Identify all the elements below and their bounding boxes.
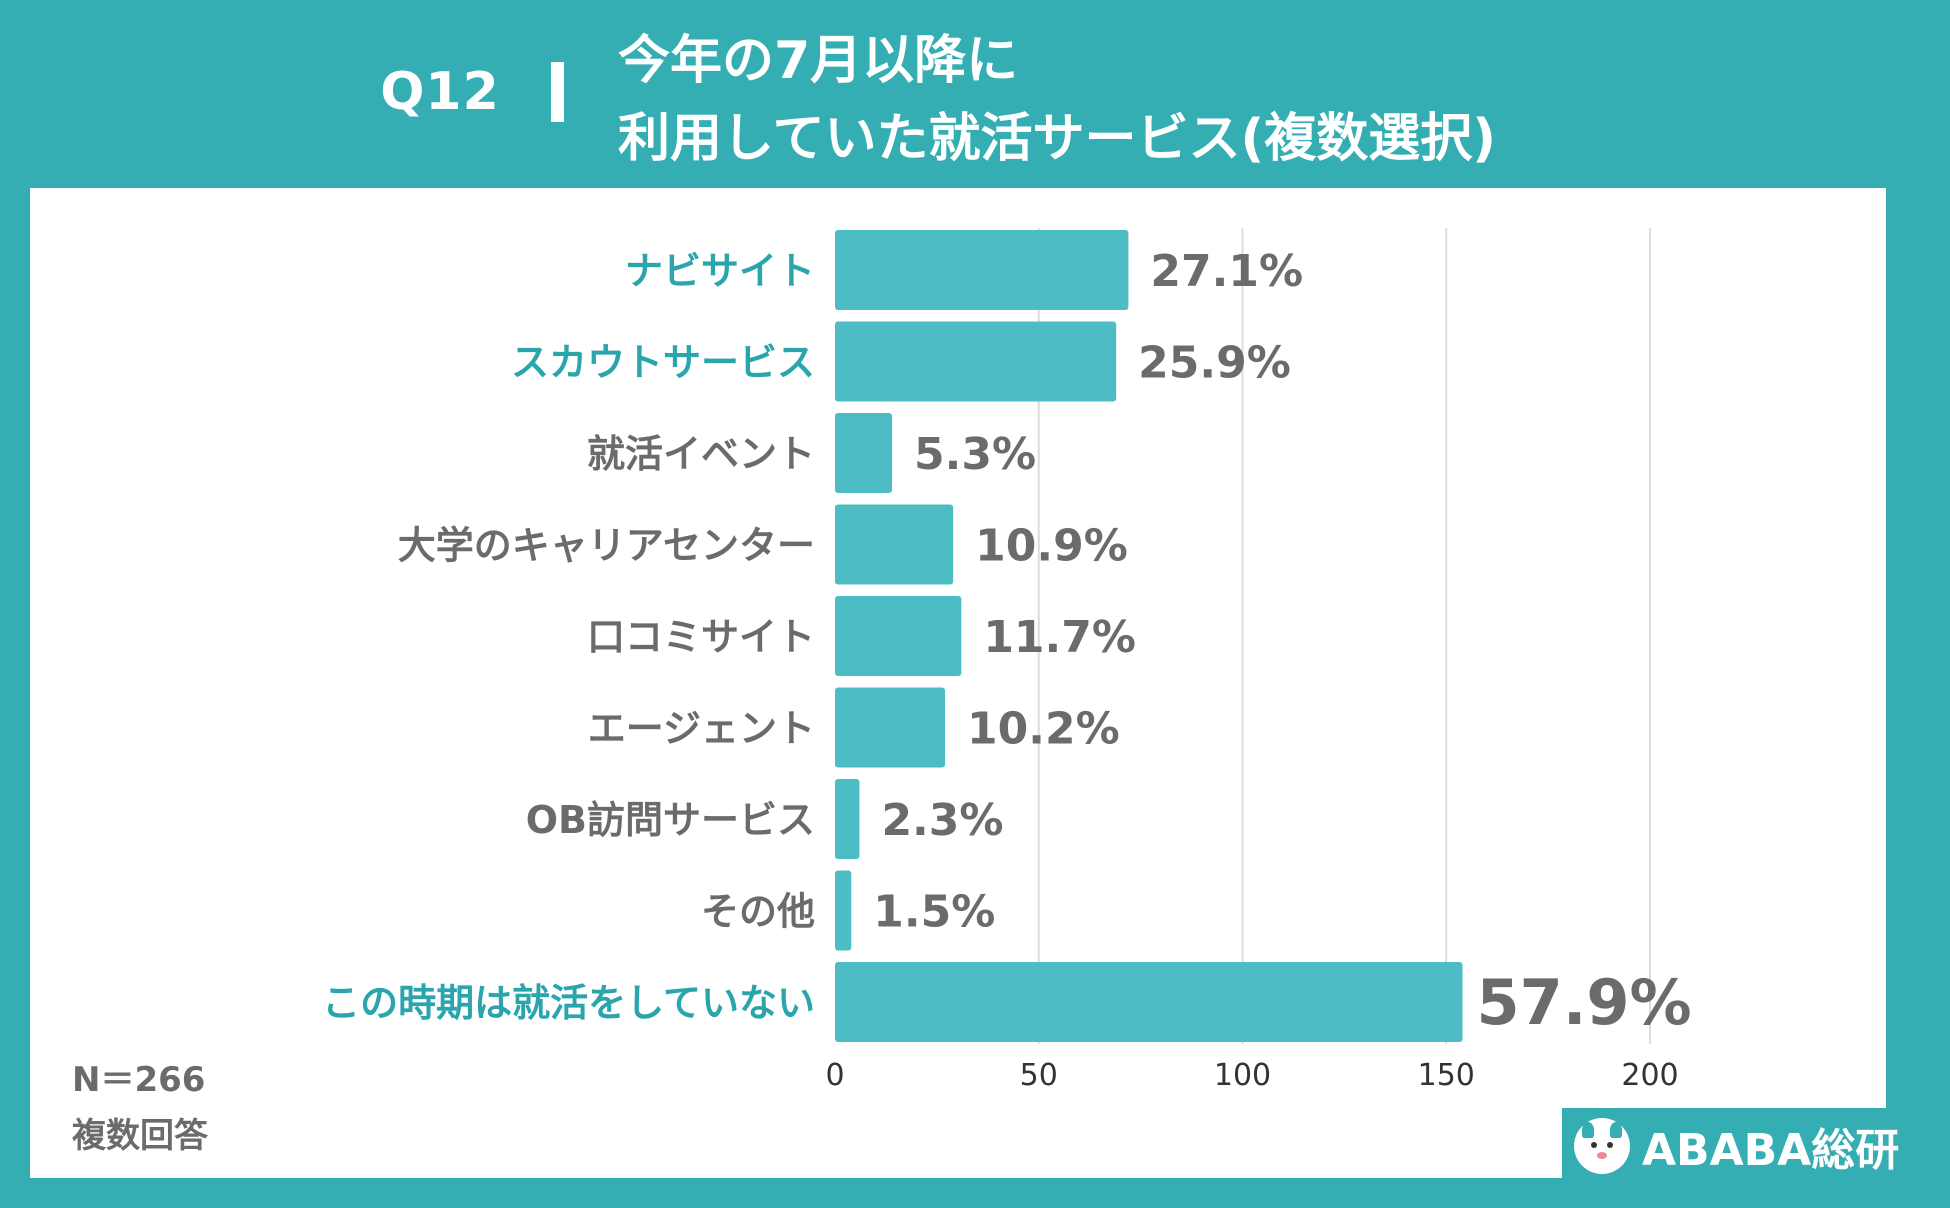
multiple-answer-note: 複数回答 [72,1116,208,1156]
x-tick-label: 150 [1418,1058,1475,1093]
category-label: この時期は就活をしていない [322,981,815,1025]
category-label: ナビサイト [625,249,815,293]
category-label: その他 [701,890,815,934]
bar [835,687,946,768]
data-label: 1.5% [873,887,995,938]
x-tick-label: 200 [1621,1058,1678,1093]
sample-size-note: N＝266 [72,1060,206,1100]
data-label: 27.1% [1150,246,1303,297]
question-number: Q12 [380,62,500,122]
header: Q12 今年の7月以降に 利用していた就活サービス(複数選択) [0,0,1950,188]
chart-title-line-1: 今年の7月以降に [618,31,1019,91]
category-label: 口コミサイト [587,615,815,659]
data-label: 10.2% [967,704,1120,755]
x-tick-label: 100 [1214,1058,1271,1093]
data-label: 11.7% [983,612,1136,663]
chart-title-line-2: 利用していた就活サービス(複数選択) [618,109,1496,169]
brand-name: ABABA総研 [1642,1125,1900,1176]
category-label: 大学のキャリアセンター [398,524,815,568]
bar [835,413,893,493]
bar [835,870,852,951]
bar [835,321,1117,402]
x-tick-label: 50 [1020,1058,1058,1093]
data-label: 57.9% [1477,966,1692,1039]
data-label: 10.9% [975,521,1128,572]
category-label: 就活イベント [587,432,815,476]
bar [835,779,860,859]
header-separator [551,62,564,122]
category-label: スカウトサービス [511,341,815,385]
x-tick-label: 0 [825,1058,844,1093]
bar [835,596,962,676]
category-label: OB訪問サービス [526,798,815,842]
alpaca-icon [1574,1118,1630,1174]
data-label: 5.3% [914,429,1036,480]
bar [835,962,1463,1042]
bar [835,230,1129,310]
category-label: エージェント [588,707,815,751]
data-label: 2.3% [881,795,1003,846]
chart-title: 今年の7月以降に 利用していた就活サービス(複数選択) [618,22,1818,178]
bar [835,504,954,585]
brand-logo: ABABA総研 [1562,1108,1908,1184]
data-label: 25.9% [1138,338,1291,389]
